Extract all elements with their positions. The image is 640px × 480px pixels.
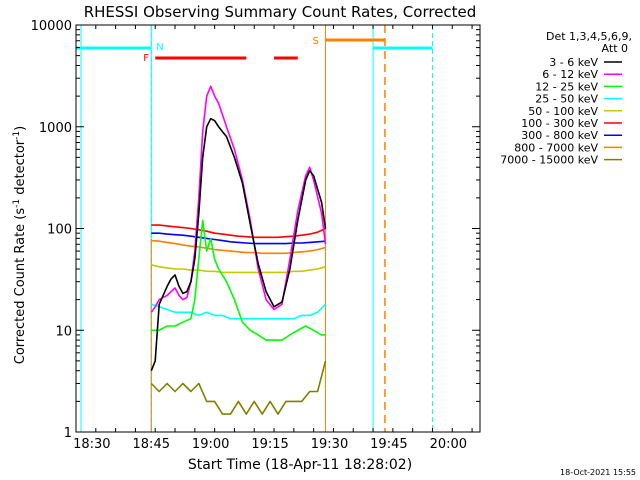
- legend-entry-label: 12 - 25 keV: [535, 80, 598, 93]
- y-axis: 1 10 100 1000 10000: [31, 19, 480, 441]
- generation-timestamp: 18-Oct-2021 15:55: [560, 468, 636, 477]
- y-tick-label: 10000: [31, 19, 72, 34]
- y-tick-label: 1: [64, 426, 72, 441]
- y-tick-label: 1000: [39, 121, 72, 136]
- legend-entry-label: 50 - 100 keV: [528, 105, 598, 118]
- legend-entry-label: 25 - 50 keV: [535, 93, 598, 106]
- series-line: [151, 232, 326, 245]
- x-tick-label: 19:30: [311, 437, 348, 452]
- observing-flags: NF S: [76, 25, 433, 432]
- legend-entry-label: 7000 - 15000 keV: [500, 154, 598, 167]
- night-flag-label: N: [156, 42, 163, 53]
- x-tick-label: 19:15: [251, 437, 288, 452]
- series-line: [151, 224, 326, 239]
- saa-flag-label: S: [313, 36, 319, 47]
- x-tick-label: 18:30: [73, 437, 110, 452]
- chart-title: RHESSI Observing Summary Count Rates, Co…: [84, 3, 477, 21]
- legend-entry-label: 300 - 800 keV: [521, 129, 598, 142]
- series-group: [150, 85, 327, 415]
- series-line: [151, 303, 327, 320]
- series-line: [151, 219, 326, 341]
- y-axis-label: Corrected Count Rate (s-1 detector-1): [12, 126, 28, 364]
- x-tick-label: 20:00: [430, 437, 467, 452]
- x-tick-label: 18:45: [133, 437, 170, 452]
- x-axis-label: Start Time (18-Apr-11 18:28:02): [188, 457, 412, 473]
- series-line: [150, 117, 327, 371]
- x-axis: 18:30 18:45 19:00 19:15 19:30 19:45 20:00: [73, 25, 473, 452]
- y-tick-label: 100: [47, 223, 72, 238]
- flare-flag-label: F: [143, 53, 149, 64]
- series-line: [151, 239, 326, 255]
- legend-entry-label: 6 - 12 keV: [542, 68, 598, 81]
- plot-frame: [75, 24, 481, 433]
- series-line: [150, 360, 327, 415]
- legend-entry-label: 3 - 6 keV: [549, 56, 598, 69]
- series-line: [150, 85, 327, 313]
- x-tick-label: 19:00: [192, 437, 229, 452]
- x-tick-label: 19:45: [370, 437, 407, 452]
- y-tick-label: 10: [55, 324, 72, 339]
- legend-entry-label: 100 - 300 keV: [521, 117, 598, 130]
- legend-header-attenuator: Att 0: [602, 42, 628, 55]
- series-line: [151, 264, 326, 274]
- legend-entry-label: 800 - 7000 keV: [514, 141, 598, 154]
- legend-header: Det 1,3,4,5,6,9,: [546, 30, 632, 43]
